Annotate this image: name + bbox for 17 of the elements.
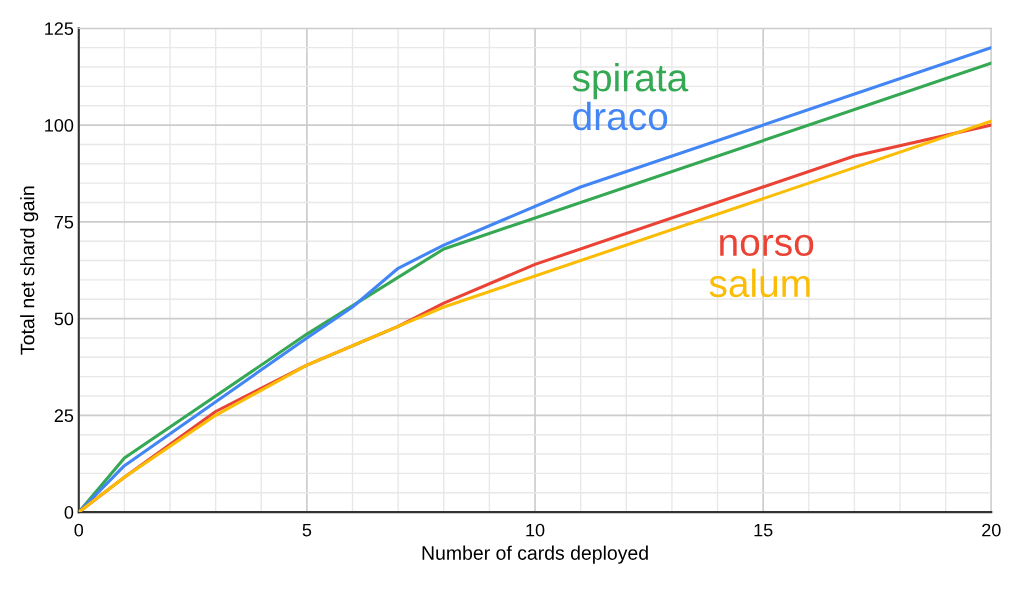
series-label: spirata [572, 63, 689, 100]
y-tick-label: 0 [64, 506, 74, 519]
y-tick-label: 125 [45, 22, 74, 36]
x-tick-label: 10 [526, 523, 545, 537]
x-axis-title: Number of cards deployed [422, 545, 648, 564]
x-tick-label: 20 [982, 523, 1001, 537]
y-tick-label: 50 [54, 312, 74, 326]
x-tick-label: 0 [74, 523, 84, 537]
y-tick-label: 75 [54, 215, 74, 229]
y-tick-label: 25 [54, 409, 74, 423]
x-tick-label: 15 [754, 523, 773, 537]
series-label: norso [720, 234, 814, 257]
series-label: draco [573, 101, 668, 131]
y-tick-label: 100 [45, 119, 74, 132]
x-tick-label: 5 [302, 523, 312, 537]
series-label: salum [709, 268, 810, 298]
y-axis-title: Total net shard gain [20, 186, 39, 355]
